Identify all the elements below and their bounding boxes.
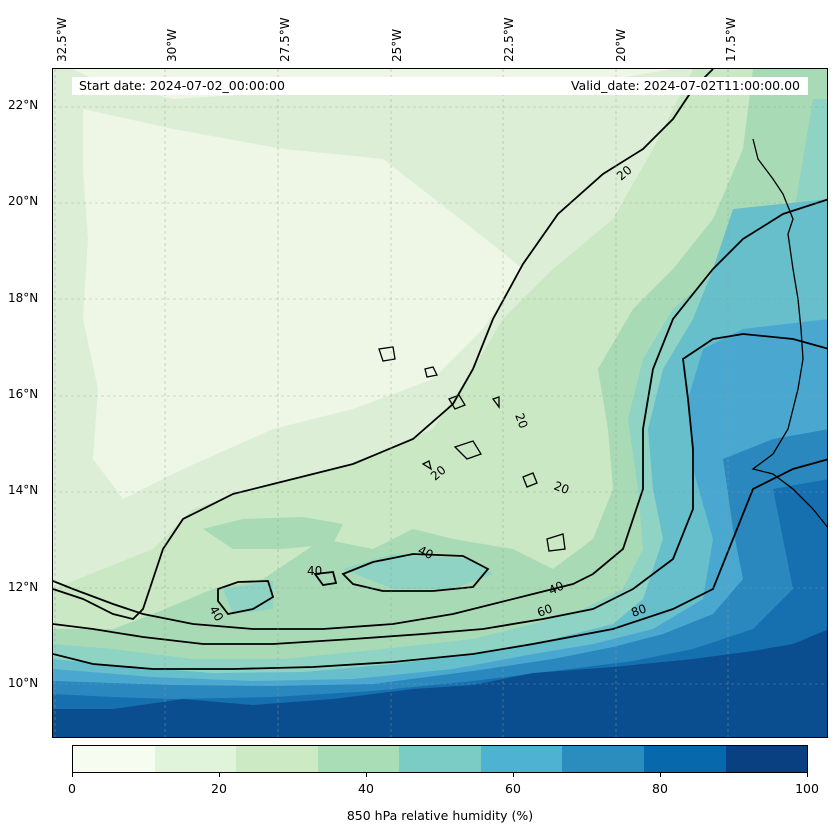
colorbar-tick bbox=[513, 773, 514, 777]
contour-60-line bbox=[53, 333, 827, 645]
contour-40-island-a bbox=[217, 580, 275, 615]
lon-label: 30°W bbox=[165, 28, 179, 62]
lon-label: 17.5°W bbox=[724, 17, 738, 62]
rh-band-90-100 bbox=[53, 629, 827, 737]
lon-label: 25°W bbox=[390, 28, 404, 62]
lat-label: 10°N bbox=[8, 676, 39, 690]
colorbar-segment bbox=[399, 746, 481, 772]
africa-coast bbox=[751, 138, 827, 528]
map-panel: 20 20 20 20 40 40 40 40 60 80 bbox=[52, 68, 828, 738]
humidity-field: 20 20 20 20 40 40 40 40 60 80 bbox=[53, 69, 827, 737]
date-info-box: Start date: 2024-07-02_00:00:00 Valid_da… bbox=[72, 77, 808, 95]
contour-labels: 20 20 20 20 40 40 40 40 60 80 bbox=[206, 163, 648, 624]
colorbar-title: 850 hPa relative humidity (%) bbox=[346, 808, 534, 823]
colorbar-tick-label: 60 bbox=[505, 781, 521, 796]
contour-label: 40 bbox=[416, 543, 436, 562]
lat-label: 20°N bbox=[8, 194, 39, 208]
colorbar-tick bbox=[366, 773, 367, 777]
colorbar-segment bbox=[236, 746, 318, 772]
contour-80-line bbox=[53, 458, 827, 670]
lat-label: 22°N bbox=[8, 98, 39, 112]
colorbar-tick bbox=[219, 773, 220, 777]
contour-label: 20 bbox=[552, 479, 571, 497]
colorbar-tick-label: 100 bbox=[795, 781, 819, 796]
contour-label: 40 bbox=[206, 604, 226, 624]
colorbar-segment bbox=[562, 746, 644, 772]
colorbar-tick bbox=[72, 773, 73, 777]
contour-label: 60 bbox=[535, 601, 554, 619]
lat-label: 16°N bbox=[8, 387, 39, 401]
colorbar-tick-label: 20 bbox=[211, 781, 227, 796]
lon-label: 27.5°W bbox=[278, 17, 292, 62]
colorbar-tick bbox=[807, 773, 808, 777]
colorbar-tick-label: 0 bbox=[68, 781, 76, 796]
colorbar-segment bbox=[154, 746, 237, 772]
lat-label: 14°N bbox=[8, 483, 39, 497]
cape-verde-islands bbox=[378, 346, 566, 552]
colorbar-tick-label: 80 bbox=[652, 781, 668, 796]
contour-20-line bbox=[53, 69, 714, 620]
contour-lines bbox=[53, 69, 827, 670]
rh-band-70-80 bbox=[53, 429, 827, 737]
contour-label: 20 bbox=[512, 411, 530, 430]
lon-label: 22.5°W bbox=[502, 17, 516, 62]
lon-label: 32.5°W bbox=[55, 17, 69, 62]
colorbar-segment bbox=[480, 746, 563, 772]
contour-label: 40 bbox=[546, 579, 566, 598]
colorbar-segment bbox=[643, 746, 726, 772]
lat-label: 12°N bbox=[8, 580, 39, 594]
contour-40-line bbox=[53, 198, 827, 630]
contour-label: 80 bbox=[629, 601, 648, 619]
colorbar-segment bbox=[725, 746, 808, 772]
contour-40-island-b bbox=[341, 553, 490, 592]
start-date-text: Start date: 2024-07-02_00:00:00 bbox=[79, 78, 285, 93]
lat-label: 18°N bbox=[8, 291, 39, 305]
colorbar bbox=[72, 745, 808, 773]
colorbar-tick-label: 40 bbox=[358, 781, 374, 796]
contour-40-island-c bbox=[313, 571, 338, 586]
contour-label: 40 bbox=[307, 564, 322, 578]
colorbar-segment bbox=[73, 746, 155, 772]
lon-label: 20°W bbox=[614, 28, 628, 62]
valid-date-text: Valid_date: 2024-07-02T11:00:00.00 bbox=[570, 78, 800, 93]
rh-band-40-50 bbox=[53, 99, 827, 737]
coastlines bbox=[378, 138, 827, 552]
colorbar-tick bbox=[660, 773, 661, 777]
colorbar-segment bbox=[317, 746, 400, 772]
gridlines bbox=[53, 69, 827, 737]
